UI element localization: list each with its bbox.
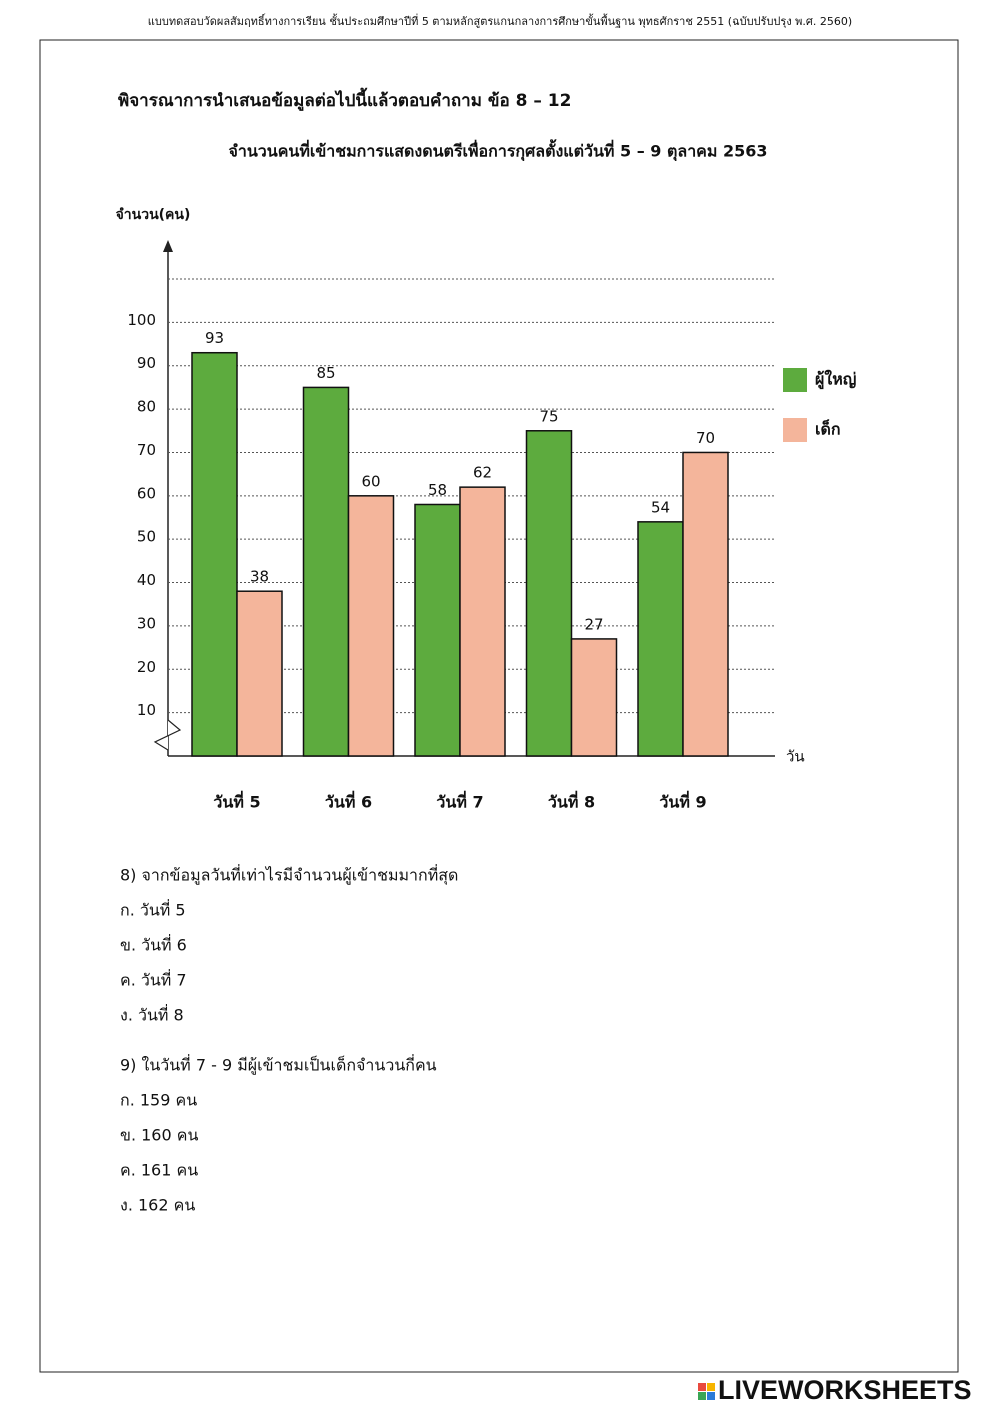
option-text: ข. 160 คน bbox=[120, 1126, 198, 1145]
option-text: ข. วันที่ 6 bbox=[120, 934, 187, 955]
y-tick-label: 70 bbox=[137, 441, 156, 459]
question-text: 9) ในวันที่ 7 - 9 มีผู้เข้าชมเป็นเด็กจำน… bbox=[120, 1054, 437, 1076]
data-label: 70 bbox=[696, 429, 715, 447]
option-text: ก. 159 คน bbox=[120, 1091, 197, 1110]
page-border bbox=[39, 39, 959, 1373]
y-tick-label: 90 bbox=[137, 354, 156, 372]
chart: 10 20 30 40 50 60 70 80 90 100 วันที่ 5 93 38 วันที่ … bbox=[127, 278, 856, 812]
footer: LIVEWORKSHEETS bbox=[718, 1375, 972, 1405]
bar bbox=[414, 503, 461, 757]
y-tick-label: 10 bbox=[137, 701, 156, 719]
option-text: ค. วันที่ 7 bbox=[120, 969, 187, 990]
data-label: 60 bbox=[361, 472, 380, 490]
option-text: ง. วันที่ 8 bbox=[120, 1004, 184, 1025]
y-tick-label: 60 bbox=[137, 484, 156, 502]
header: แบบทดสอบวัดผลสัมฤทธิ์ทางการเรียน ชั้นประ… bbox=[148, 13, 852, 28]
y-tick-label: 100 bbox=[127, 311, 156, 329]
bar bbox=[302, 386, 350, 757]
bar bbox=[525, 430, 573, 757]
question-text: 8) จากข้อมูลวันที่เท่าไรมีจำนวนผู้เข้าชม… bbox=[120, 864, 458, 886]
bar bbox=[570, 638, 618, 757]
x-tick-label: วันที่ 6 bbox=[325, 791, 372, 812]
option-text: ง. 162 คน bbox=[120, 1196, 195, 1215]
y-tick-label: 20 bbox=[137, 658, 156, 676]
legend-label: ผู้ใหญ่ bbox=[815, 370, 856, 391]
y-axis-label: จำนวน(คน) bbox=[116, 207, 191, 223]
bar bbox=[236, 590, 283, 757]
x-tick-label: วันที่ 9 bbox=[659, 791, 706, 812]
bar bbox=[191, 351, 238, 757]
legend-swatch bbox=[783, 418, 807, 442]
option-text: ก. วันที่ 5 bbox=[120, 899, 186, 920]
option-text: ค. 161 คน bbox=[120, 1161, 198, 1180]
data-label: 58 bbox=[428, 481, 447, 499]
x-axis-label: วัน bbox=[786, 748, 805, 766]
bar bbox=[459, 486, 506, 757]
x-tick-label: วันที่ 7 bbox=[436, 791, 483, 812]
y-tick-label: 40 bbox=[137, 571, 156, 589]
footer-logo: LIVEWORKSHEETS bbox=[698, 1375, 972, 1405]
x-tick-label: วันที่ 5 bbox=[213, 791, 260, 812]
x-tick-label: วันที่ 8 bbox=[548, 791, 595, 812]
y-tick-label: 30 bbox=[137, 614, 156, 632]
legend-label: เด็ก bbox=[815, 418, 841, 439]
bar bbox=[682, 451, 729, 757]
questions: 8) จากข้อมูลวันที่เท่าไรมีจำนวนผู้เข้าชม… bbox=[120, 864, 458, 1215]
chart-title: จำนวนคนที่เข้าชมการแสดงดนตรีเพื่อการกุศล… bbox=[228, 139, 767, 162]
y-tick-label: 50 bbox=[137, 528, 156, 546]
data-label: 85 bbox=[316, 364, 335, 382]
data-label: 62 bbox=[473, 464, 492, 482]
legend-swatch bbox=[783, 368, 807, 392]
y-tick-label: 80 bbox=[137, 398, 156, 416]
data-label: 27 bbox=[584, 615, 603, 633]
data-label: 75 bbox=[539, 407, 558, 425]
data-label: 93 bbox=[205, 329, 224, 347]
data-label: 54 bbox=[651, 498, 670, 516]
bar bbox=[637, 521, 684, 757]
data-label: 38 bbox=[250, 568, 269, 586]
instruction: พิจารณาการนำเสนอข้อมูลต่อไปนี้แล้วตอบคำถ… bbox=[118, 87, 571, 112]
bar bbox=[347, 495, 395, 757]
